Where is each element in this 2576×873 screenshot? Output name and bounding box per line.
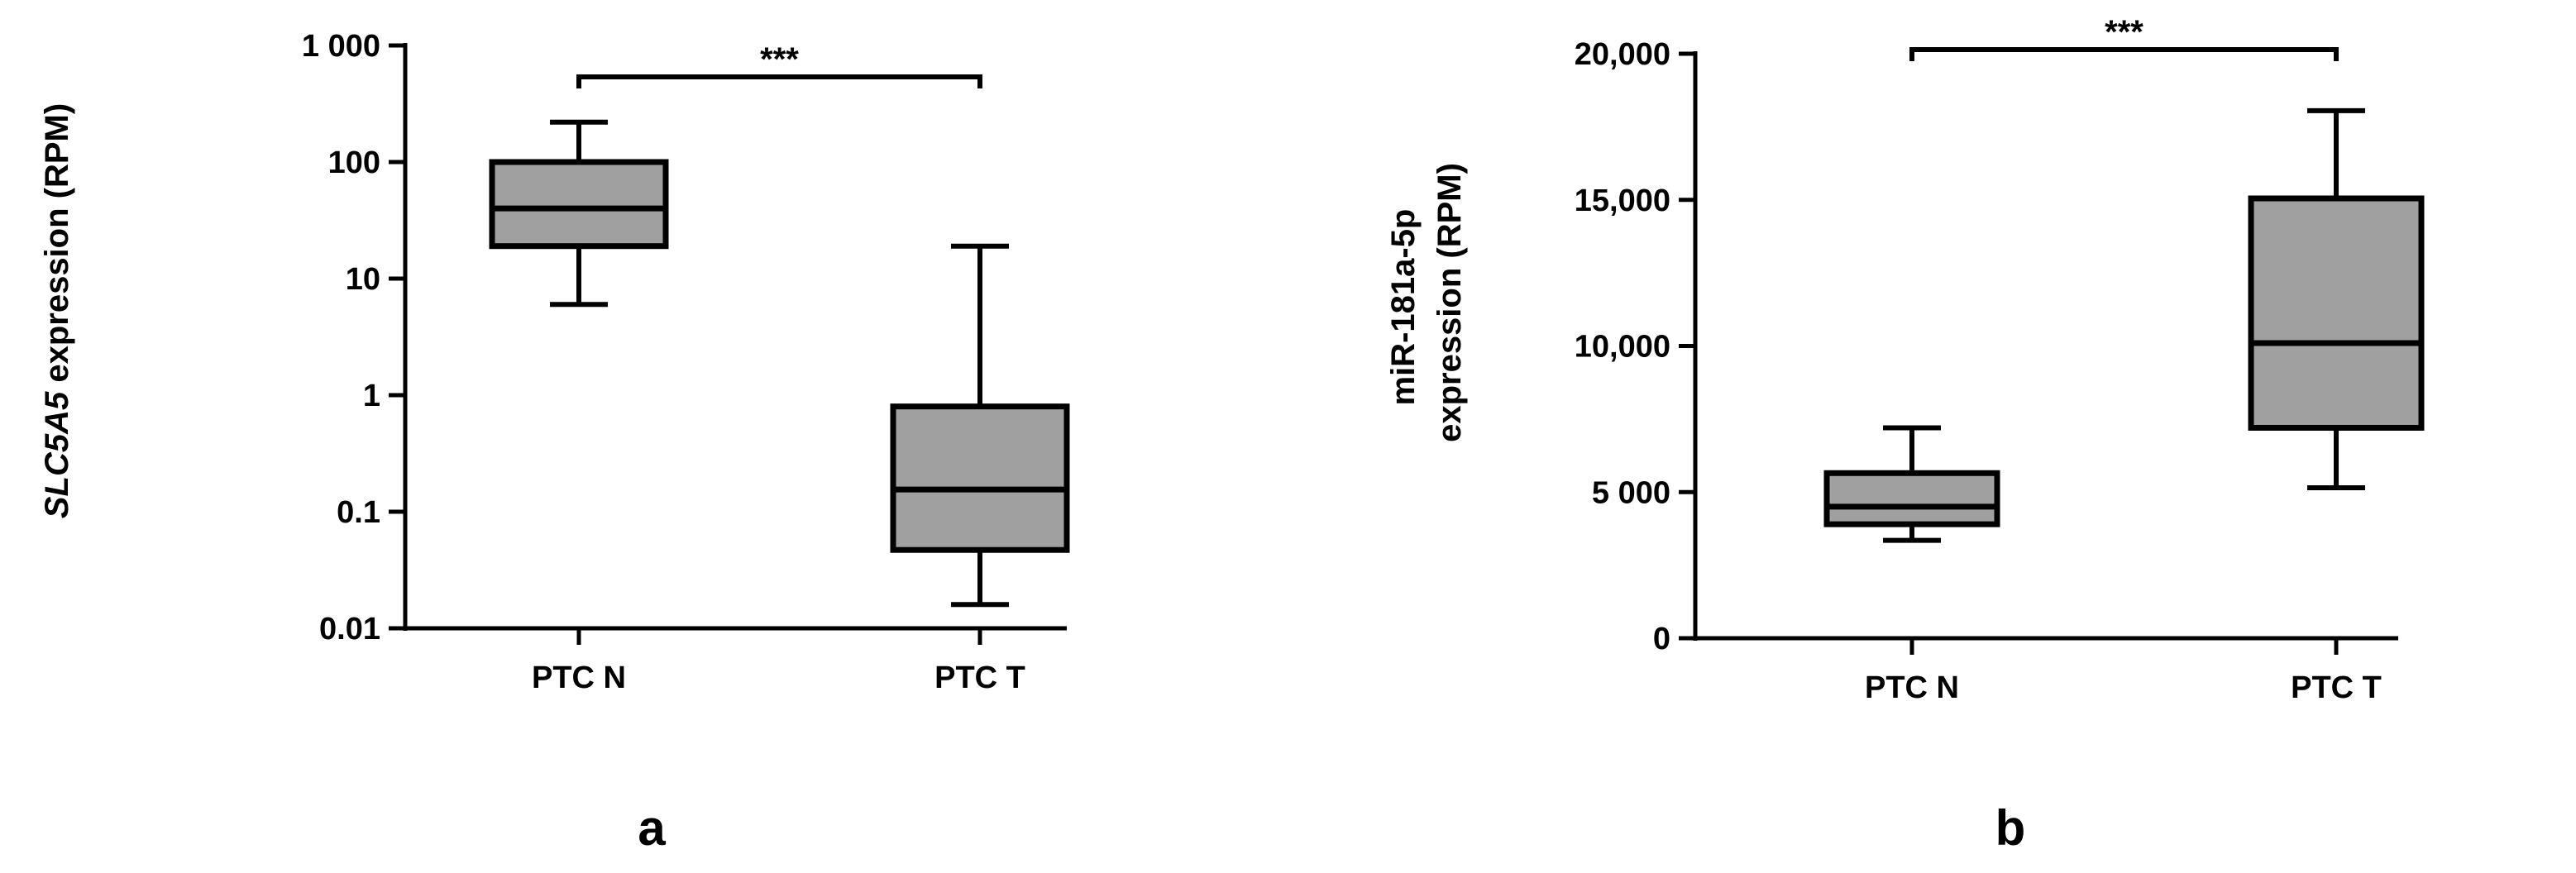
y-tick-label: 10,000 [1575, 330, 1670, 365]
box-iqr [489, 159, 669, 250]
panel-label-b: b [1995, 800, 2026, 856]
box-iqr [1823, 470, 2000, 527]
significance-label: *** [2105, 14, 2143, 50]
y-axis-label-a-rest: expression (RPM) [39, 103, 75, 392]
y-axis-label-a: SLC5A5 expression (RPM) [39, 103, 75, 518]
box-iqr [890, 403, 1070, 553]
chart-panel-a: SLC5A5 expression (RPM) a 0.01 0.1 1 10 100 1… [39, 29, 1070, 856]
y-tick-label: 1 000 [302, 29, 380, 64]
significance-label: *** [760, 41, 799, 78]
x-tick-label: PTC N [1865, 670, 1959, 705]
significance-bracket [576, 74, 982, 88]
y-axis-label-a-gene: SLC5A5 [39, 391, 75, 518]
panel-label-a: a [638, 800, 666, 856]
y-tick-label: 5 000 [1592, 475, 1670, 510]
y-tick-label: 100 [328, 146, 380, 180]
y-axis-label-b-line2: expression (RPM) [1431, 163, 1468, 442]
y-tick-label: 0.01 [319, 612, 380, 646]
y-tick-label: 10 [346, 262, 380, 297]
y-tick-label: 0 [1653, 622, 1670, 656]
x-tick-label: PTC T [2291, 670, 2382, 705]
y-tick-label: 15,000 [1575, 184, 1670, 218]
significance-bracket [1909, 47, 2339, 61]
y-tick-label: 1 [363, 379, 380, 413]
y-tick-label: 20,000 [1575, 37, 1670, 72]
y-tick-label: 0.1 [337, 495, 380, 530]
box-iqr [2248, 195, 2425, 431]
y-axis-label-b-line1: miR-181a-5p [1385, 209, 1422, 406]
y-axis-label-b: miR-181a-5p expression (RPM) [1385, 163, 1468, 442]
x-tick-label: PTC T [934, 661, 1025, 695]
chart-panel-b: miR-181a-5p expression (RPM) b 0 5 000 10,… [1385, 14, 2425, 856]
x-tick-label: PTC N [532, 661, 626, 695]
